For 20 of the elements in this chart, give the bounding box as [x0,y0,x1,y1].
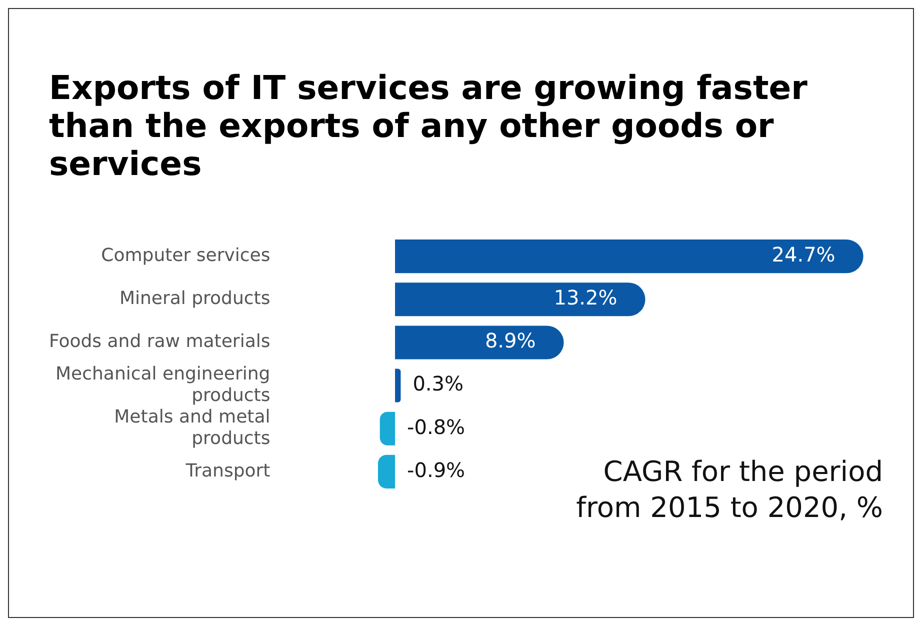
bar [395,240,864,274]
bar [380,412,396,446]
y-tick-label: Mechanical engineering products [56,363,270,406]
data-label: 0.3% [412,372,464,396]
y-tick-label: Computer services [101,245,270,266]
data-label: -0.9% [407,458,466,482]
y-tick-label: Metals and metal products [114,406,270,450]
bar [378,454,396,488]
data-label: 13.2% [554,286,618,310]
annotation: CAGR for the period from 2015 to 2020, % [575,454,883,526]
bar [395,282,646,316]
bar [395,326,564,360]
data-label: -0.8% [407,414,466,439]
data-label: 24.7% [772,242,836,267]
data-label: 8.9% [484,328,536,353]
y-tick-label: Mineral products [119,288,270,310]
bar [395,368,401,402]
y-tick-label: Foods and raw materials [48,331,270,352]
chart-title: Exports of IT services are growing faster than the exports of any other goods or services [49,68,808,183]
y-tick-label: Transport [184,460,270,482]
